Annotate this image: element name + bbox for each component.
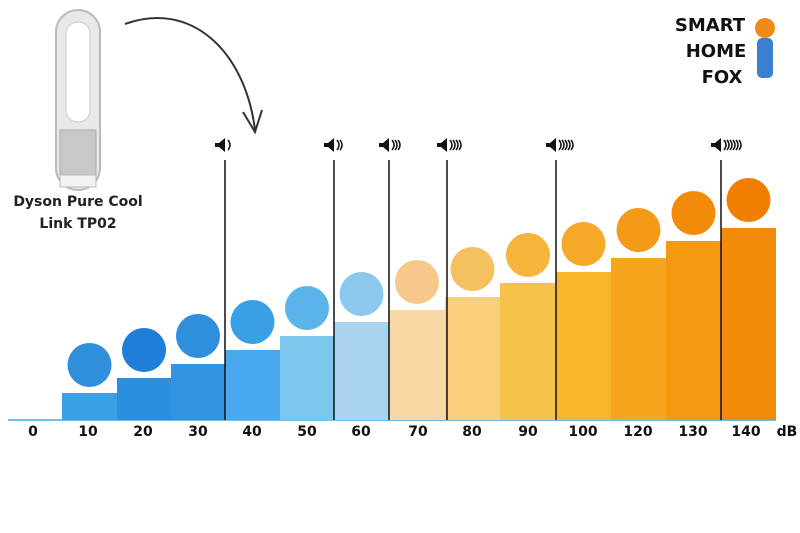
sound-wave xyxy=(561,139,565,151)
arrow xyxy=(124,17,256,131)
speaker-icon xyxy=(324,138,334,152)
logo-text: SMART xyxy=(675,15,746,36)
sound-wave xyxy=(449,139,453,151)
level-bar xyxy=(556,272,611,420)
level-bar xyxy=(171,364,225,420)
sound-icon xyxy=(395,260,439,304)
scale-label: 60 xyxy=(351,424,371,440)
scale-label: 90 xyxy=(518,424,538,440)
sound-wave xyxy=(394,139,398,151)
sound-wave xyxy=(339,139,343,151)
logo-text: HOME xyxy=(686,41,747,62)
level-bar xyxy=(721,228,776,420)
sound-icon xyxy=(561,222,606,266)
scale-label: 120 xyxy=(623,424,652,440)
sound-wave xyxy=(336,139,340,151)
sound-wave xyxy=(570,139,574,151)
level-bar xyxy=(62,393,117,420)
sound-icon xyxy=(339,272,384,316)
level-bar xyxy=(225,350,280,420)
scale-label: 30 xyxy=(188,424,208,440)
level-bar xyxy=(334,322,389,420)
sound-wave xyxy=(735,139,739,151)
sound-wave xyxy=(726,139,730,151)
sound-wave xyxy=(558,139,562,151)
scale-label: 40 xyxy=(242,424,262,440)
sound-icon xyxy=(506,233,550,277)
sound-icon xyxy=(67,343,112,387)
fan-illustration xyxy=(55,9,101,191)
level-bar xyxy=(117,378,171,420)
sound-icon xyxy=(450,247,495,291)
sound-wave xyxy=(455,139,459,151)
device-label: Link TP02 xyxy=(39,216,116,232)
sound-wave xyxy=(729,139,733,151)
sound-wave xyxy=(567,139,571,151)
speaker-icon xyxy=(546,138,556,152)
sound-wave xyxy=(564,139,568,151)
sound-icon xyxy=(285,286,329,330)
sound-wave xyxy=(391,139,395,151)
level-bar xyxy=(445,297,500,420)
sound-icon xyxy=(616,208,661,252)
scale-label: 100 xyxy=(568,424,597,440)
speaker-icon xyxy=(711,138,721,152)
sound-wave xyxy=(452,139,456,151)
sound-icon xyxy=(230,300,275,344)
sound-icon xyxy=(122,328,166,372)
sound-wave xyxy=(723,139,727,151)
level-bar xyxy=(389,310,445,420)
sound-wave xyxy=(227,139,231,151)
scale-label: 80 xyxy=(462,424,482,440)
scale-label: 140 xyxy=(731,424,760,440)
sound-wave xyxy=(738,139,742,151)
logo-text: FOX xyxy=(702,67,743,88)
sound-wave xyxy=(397,139,401,151)
arrow-head xyxy=(242,109,263,135)
level-bar xyxy=(611,258,666,420)
sound-icon xyxy=(671,191,716,235)
sound-icon xyxy=(726,178,771,222)
scale-label: 0 xyxy=(28,424,38,440)
device-label: Dyson Pure Cool xyxy=(13,194,142,210)
speaker-icon xyxy=(215,138,225,152)
scale-label: 70 xyxy=(408,424,428,440)
speaker-icon xyxy=(379,138,389,152)
scale-label: 20 xyxy=(133,424,153,440)
level-bar xyxy=(500,283,556,420)
speaker-icon xyxy=(437,138,447,152)
sound-wave xyxy=(732,139,736,151)
sound-wave xyxy=(458,139,462,151)
level-bar xyxy=(666,241,721,420)
level-bar xyxy=(280,336,334,420)
fox-icon xyxy=(755,18,775,78)
sound-icon xyxy=(176,314,220,358)
scale-label: 50 xyxy=(297,424,317,440)
unit-label: dB xyxy=(777,424,798,440)
scale-label: 130 xyxy=(678,424,707,440)
scale-label: 10 xyxy=(78,424,98,440)
